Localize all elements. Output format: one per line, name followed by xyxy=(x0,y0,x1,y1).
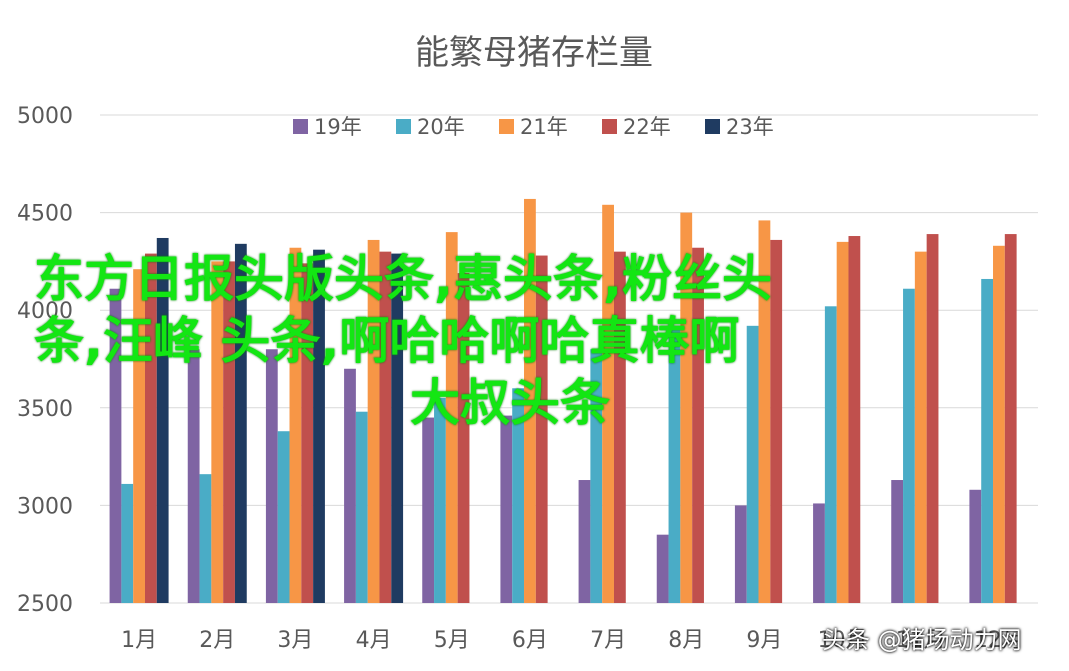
bar-19年-1月 xyxy=(109,288,122,603)
bar-22年-8月 xyxy=(692,247,704,603)
legend-label: 21年 xyxy=(520,115,568,139)
legend-label: 19年 xyxy=(314,115,362,139)
x-axis-labels: 1月 2月 3月 4月 5月 6月 7月 8月 9月 10月 11月 12月 xyxy=(121,628,1024,653)
x-tick-label: 2月 xyxy=(199,628,235,653)
bar-23年-4月 xyxy=(391,253,404,604)
y-tick-label: 3500 xyxy=(17,397,73,422)
x-tick-label: 4月 xyxy=(356,628,392,653)
bar-20年-10月 xyxy=(824,306,837,603)
bar-22年-7月 xyxy=(613,251,626,603)
bar-20年-11月 xyxy=(903,288,915,603)
bar-22年-4月 xyxy=(379,251,392,603)
bar-19年-8月 xyxy=(656,534,669,603)
bar-20年-4月 xyxy=(355,411,368,603)
gridlines xyxy=(100,114,1038,604)
x-tick-label: 7月 xyxy=(590,628,626,653)
legend-label: 22年 xyxy=(623,115,671,139)
bar-19年-9月 xyxy=(734,505,747,603)
bar-22年-6月 xyxy=(535,255,548,603)
bar-19年-7月 xyxy=(578,480,591,603)
bar-19年-5月 xyxy=(422,417,435,603)
y-axis-labels: 5000 4500 4000 3500 3000 2500 xyxy=(17,104,73,617)
bar-20年-6月 xyxy=(512,388,525,603)
bar-21年-12月 xyxy=(993,245,1005,603)
bar-20年-9月 xyxy=(746,325,759,603)
bar-22年-1月 xyxy=(144,253,157,604)
bar-20年-8月 xyxy=(668,329,681,603)
overlay-line-2: 条,汪峰 头条,啊哈哈啊哈真棒啊 xyxy=(34,312,740,370)
bar-19年-11月 xyxy=(891,480,904,603)
bar-21年-3月 xyxy=(289,247,302,603)
legend-label: 23年 xyxy=(726,115,774,139)
legend-swatch xyxy=(293,119,308,134)
bar-21年-1月 xyxy=(133,269,145,603)
bar-23年-1月 xyxy=(156,237,169,603)
bar-22年-9月 xyxy=(770,239,783,604)
bars xyxy=(109,198,1017,604)
overlay-caption: 东方日报头版头条,惠头条,粉丝头 条,汪峰 头条,啊哈哈啊哈真棒啊 大叔头条 xyxy=(34,248,994,434)
legend-swatch xyxy=(396,119,411,134)
x-tick-label: 10月 xyxy=(818,628,868,653)
bar-19年-4月 xyxy=(344,368,356,603)
x-tick-label: 9月 xyxy=(746,628,782,653)
bar-22年-12月 xyxy=(1004,234,1017,603)
bar-23年-3月 xyxy=(313,249,325,604)
bar-21年-10月 xyxy=(836,241,849,603)
bar-21年-11月 xyxy=(914,251,927,603)
x-tick-label: 6月 xyxy=(512,628,548,653)
y-tick-label: 3000 xyxy=(17,494,73,519)
bar-20年-7月 xyxy=(590,349,603,603)
bar-19年-3月 xyxy=(265,349,278,603)
x-tick-label: 11月 xyxy=(896,628,946,653)
bar-22年-2月 xyxy=(223,261,235,603)
legend-swatch xyxy=(499,119,514,134)
bar-19年-12月 xyxy=(969,489,982,603)
bar-19年-2月 xyxy=(187,349,200,603)
y-tick-label: 5000 xyxy=(17,104,73,129)
bar-22年-5月 xyxy=(457,273,470,603)
bar-20年-2月 xyxy=(199,474,212,603)
legend-swatch xyxy=(602,119,617,134)
bar-21年-7月 xyxy=(602,204,614,604)
bar-20年-12月 xyxy=(981,278,994,603)
bar-21年-2月 xyxy=(211,261,224,603)
watermark: 头条 @猪场动力网 xyxy=(822,626,1022,654)
overlay-line-3: 大叔头条 xyxy=(410,374,610,432)
bar-20年-3月 xyxy=(277,431,290,603)
bar-22年-11月 xyxy=(926,234,939,603)
bar-21年-9月 xyxy=(758,220,771,603)
x-tick-label: 3月 xyxy=(277,628,313,653)
x-tick-label: 1月 xyxy=(121,628,157,653)
bar-23年-2月 xyxy=(234,243,247,603)
y-tick-label: 4500 xyxy=(17,202,73,227)
bar-21年-5月 xyxy=(445,232,458,603)
bar-19年-6月 xyxy=(500,415,513,603)
bar-20年-5月 xyxy=(434,398,446,603)
bar-21年-6月 xyxy=(524,198,536,603)
bar-21年-4月 xyxy=(367,239,380,604)
bar-20年-1月 xyxy=(121,483,134,603)
x-tick-label: 5月 xyxy=(434,628,470,653)
legend: 19年 20年 21年 22年 23年 xyxy=(293,115,774,139)
legend-swatch xyxy=(705,119,720,134)
bar-22年-3月 xyxy=(301,263,314,603)
chart-title: 能繁母猪存栏量 xyxy=(415,33,653,73)
y-tick-label: 4000 xyxy=(17,299,73,324)
y-tick-label: 2500 xyxy=(17,592,73,617)
bar-22年-10月 xyxy=(848,236,861,604)
legend-label: 20年 xyxy=(417,115,465,139)
bar-19年-10月 xyxy=(813,503,825,603)
bar-21年-8月 xyxy=(680,212,693,603)
x-tick-label: 8月 xyxy=(668,628,704,653)
x-tick-label: 12月 xyxy=(974,628,1024,653)
overlay-line-1: 东方日报头版头条,惠头条,粉丝头 xyxy=(34,250,772,308)
